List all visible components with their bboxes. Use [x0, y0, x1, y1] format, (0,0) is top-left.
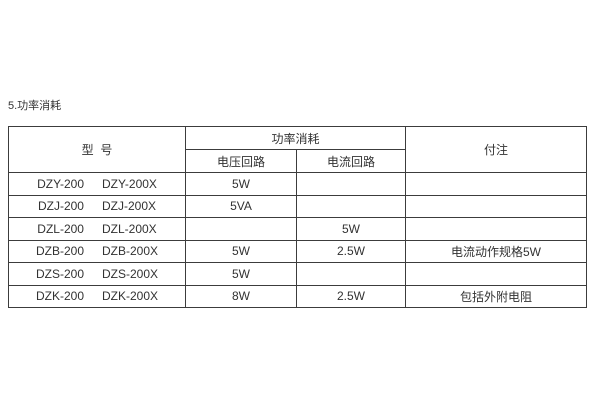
- current-cell: [295, 194, 407, 218]
- model-name: DZB-200: [35, 244, 84, 259]
- table-row: DZB-200 DZB-200X 5W 2.5W 电流动作规格5W: [8, 239, 588, 263]
- model-cell: DZL-200 DZL-200X: [8, 217, 186, 241]
- model-name-x: DZL-200X: [101, 221, 157, 236]
- table-row: DZJ-200 DZJ-200X 5VA: [8, 194, 588, 218]
- model-name: DZK-200: [35, 289, 84, 304]
- voltage-cell: 5VA: [185, 194, 297, 218]
- model-cell: DZS-200 DZS-200X: [8, 262, 186, 286]
- model-name: DZY-200: [37, 176, 84, 191]
- voltage-cell: 5W: [185, 262, 297, 286]
- voltage-cell: 5W: [185, 239, 297, 263]
- model-cell: DZY-200 DZY-200X: [8, 172, 186, 196]
- header-power-group: 功率消耗: [184, 126, 407, 150]
- note-cell: 电流动作规格5W: [405, 239, 588, 263]
- header-note: 付注: [405, 126, 588, 173]
- current-cell: 2.5W: [295, 239, 407, 263]
- note-cell: [405, 262, 588, 286]
- model-name: DZL-200: [37, 221, 84, 236]
- table-row: DZK-200 DZK-200X 8W 2.5W 包括外附电阻: [8, 284, 588, 308]
- current-cell: 2.5W: [295, 284, 407, 308]
- table-row: DZY-200 DZY-200X 5W: [8, 172, 588, 196]
- table-header: 型 号 功率消耗 付注 电压回路 电流回路: [8, 126, 588, 173]
- model-cell: DZJ-200 DZJ-200X: [8, 194, 186, 218]
- section-title: 5.功率消耗: [8, 100, 62, 112]
- note-cell: [405, 194, 588, 218]
- model-name: DZS-200: [35, 266, 84, 281]
- model-name-x: DZK-200X: [102, 289, 159, 304]
- power-consumption-table: 型 号 功率消耗 付注 电压回路 电流回路 DZY-200 DZY-200X 5W…: [8, 126, 588, 308]
- table-row: DZL-200 DZL-200X 5W: [8, 217, 588, 241]
- voltage-cell: [185, 217, 297, 241]
- model-name-x: DZJ-200X: [101, 199, 157, 214]
- model-cell: DZB-200 DZB-200X: [8, 239, 186, 263]
- current-cell: [295, 172, 407, 196]
- model-name-x: DZS-200X: [102, 266, 159, 281]
- header-row-sub: 电压回路 电流回路: [9, 149, 587, 173]
- note-cell: [405, 172, 588, 196]
- note-cell: [405, 217, 588, 241]
- header-current-circuit: 电流回路: [295, 149, 407, 173]
- model-name-x: DZY-200X: [102, 176, 157, 191]
- note-cell: 包括外附电阻: [405, 284, 588, 308]
- model-name-x: DZB-200X: [102, 244, 159, 259]
- model-cell: DZK-200 DZK-200X: [8, 284, 186, 308]
- header-model: 型 号: [8, 126, 186, 173]
- voltage-cell: 8W: [185, 284, 297, 308]
- table-body: DZY-200 DZY-200X 5W DZJ-200 DZJ-200X 5VA D…: [8, 172, 588, 308]
- model-name: DZJ-200: [37, 199, 84, 214]
- header-row-group: 型 号 功率消耗 付注: [8, 126, 588, 173]
- table-row: DZS-200 DZS-200X 5W: [8, 262, 588, 286]
- current-cell: [295, 262, 407, 286]
- current-cell: 5W: [295, 217, 407, 241]
- header-voltage-circuit: 电压回路: [185, 149, 297, 173]
- voltage-cell: 5W: [185, 172, 297, 196]
